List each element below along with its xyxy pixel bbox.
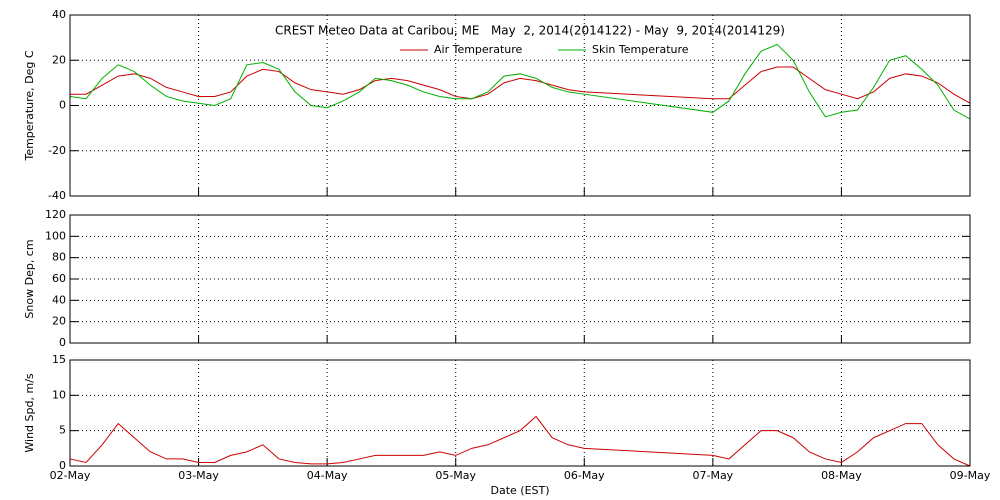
data-line (69, 415, 971, 467)
y-tick-label: 60 (52, 272, 66, 285)
x-tick-label: 03-May (178, 469, 219, 482)
y-tick-label: 20 (52, 315, 66, 328)
plot-frame (69, 214, 971, 344)
y-tick-label: 15 (52, 353, 66, 366)
x-tick-label: 05-May (435, 469, 476, 482)
y-tick-label: 0 (59, 336, 66, 349)
y-axis-label: Temperature, Deg C (23, 50, 36, 161)
y-tick-label: 0 (59, 99, 66, 112)
data-line (70, 66, 971, 104)
legend-label: Air Temperature (434, 43, 523, 56)
y-axis-label: Snow Dep, cm (23, 239, 36, 318)
y-tick-label: 80 (52, 251, 66, 264)
x-tick-label: 02-May (50, 469, 91, 482)
chart-title: CREST Meteo Data at Caribou, ME May 2, 2… (275, 24, 785, 38)
y-tick-label: 100 (45, 229, 66, 242)
plot-frame (69, 14, 971, 197)
y-tick-label: -40 (48, 189, 66, 202)
y-tick-label: 5 (59, 424, 66, 437)
y-tick-label: 10 (52, 388, 66, 401)
y-tick-label: 40 (52, 8, 66, 21)
x-tick-label: 06-May (564, 469, 605, 482)
legend-label: Skin Temperature (592, 43, 689, 56)
y-tick-label: 40 (52, 293, 66, 306)
y-axis-label: Wind Spd, m/s (23, 373, 36, 453)
y-tick-label: -20 (48, 144, 66, 157)
x-axis-label: Date (EST) (490, 484, 549, 497)
x-tick-label: 04-May (307, 469, 348, 482)
x-tick-label: 09-May (950, 469, 991, 482)
y-tick-label: 20 (52, 53, 66, 66)
x-tick-label: 08-May (821, 469, 862, 482)
y-tick-label: 120 (45, 208, 66, 221)
x-tick-label: 07-May (692, 469, 733, 482)
data-line (69, 43, 971, 120)
y-tick-label: 0 (59, 459, 66, 472)
plot-frame (69, 359, 971, 467)
